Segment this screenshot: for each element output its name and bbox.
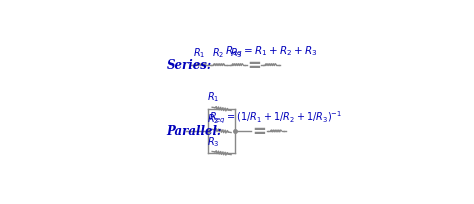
Text: $R_1$: $R_1$ [193,46,205,60]
Text: Parallel:: Parallel: [166,125,222,138]
Text: $R_2$: $R_2$ [207,112,219,126]
Text: =: = [247,56,261,74]
Text: $R_{eq}=(1/R_1+1/R_2+1/R_3)^{-1}$: $R_{eq}=(1/R_1+1/R_2+1/R_3)^{-1}$ [210,109,343,125]
Text: $R_3$: $R_3$ [230,46,243,60]
Text: Series:: Series: [166,59,211,72]
Text: $R_2$: $R_2$ [211,46,224,60]
Text: $R_{eq}=R_1+R_2+R_3$: $R_{eq}=R_1+R_2+R_3$ [225,44,317,58]
Text: $R_3$: $R_3$ [207,134,219,148]
Text: $R_1$: $R_1$ [207,90,219,104]
Text: =: = [253,122,266,140]
